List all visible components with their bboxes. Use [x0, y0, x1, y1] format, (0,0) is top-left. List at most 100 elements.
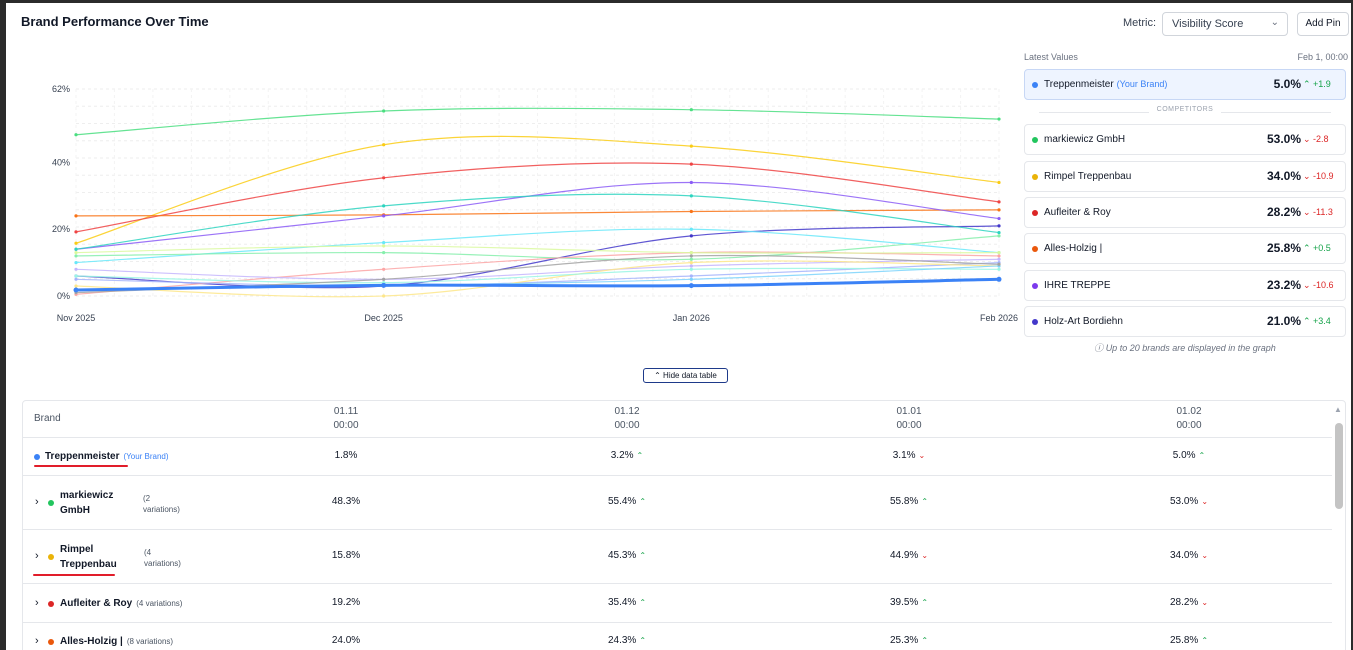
- data-point[interactable]: [689, 250, 693, 255]
- table-row[interactable]: › Aufleiter & Roy (4 variations) 19.2% 35…: [23, 584, 1332, 623]
- data-point[interactable]: [73, 287, 79, 293]
- data-point[interactable]: [74, 241, 78, 245]
- data-point[interactable]: [997, 208, 1001, 212]
- series-line[interactable]: [75, 260, 1000, 298]
- trend-up-icon: ⌃: [639, 551, 647, 560]
- data-point[interactable]: [382, 204, 386, 208]
- data-point[interactable]: [74, 230, 78, 234]
- data-point[interactable]: [689, 209, 693, 214]
- row-brand-name: Treppenmeister: [45, 451, 120, 462]
- data-point[interactable]: [381, 282, 387, 288]
- data-point[interactable]: [382, 267, 386, 271]
- expand-chevron-icon[interactable]: ›: [35, 496, 39, 508]
- data-point[interactable]: [382, 250, 386, 255]
- latest-row-competitor[interactable]: markiewicz GmbH 53.0% ⌄ -2.8: [1024, 124, 1346, 155]
- add-pin-button[interactable]: Add Pin: [1297, 12, 1349, 36]
- series-line[interactable]: [75, 267, 1000, 284]
- data-point[interactable]: [997, 224, 1001, 228]
- data-point[interactable]: [382, 294, 386, 298]
- latest-row-competitor[interactable]: IHRE TREPPE 23.2% ⌄ -10.6: [1024, 270, 1346, 301]
- row-brand-name: Alles-Holzig |: [60, 636, 123, 647]
- data-point[interactable]: [997, 250, 1001, 255]
- data-point[interactable]: [689, 254, 693, 258]
- data-point[interactable]: [382, 176, 386, 180]
- data-point[interactable]: [997, 230, 1001, 235]
- data-point[interactable]: [382, 143, 386, 147]
- series-line[interactable]: [75, 225, 1000, 289]
- expand-chevron-icon[interactable]: ›: [35, 550, 39, 562]
- data-point[interactable]: [689, 267, 693, 271]
- expand-chevron-icon[interactable]: ›: [35, 635, 39, 647]
- latest-row-delta-value: +1.9: [1313, 79, 1331, 89]
- line-chart: 62% 40% 20% 0% Nov 2025 Dec 2025 Jan 2026 Feb 2…: [52, 84, 1018, 323]
- data-point[interactable]: [689, 162, 693, 166]
- data-point[interactable]: [689, 194, 693, 198]
- table-row[interactable]: › Alles-Holzig | (8 variations) 24.0% 24.…: [23, 623, 1332, 650]
- data-point[interactable]: [382, 240, 386, 245]
- table-cell-value: 28.2%: [1169, 597, 1199, 608]
- data-point[interactable]: [689, 180, 693, 185]
- data-point[interactable]: [74, 261, 78, 265]
- series-line[interactable]: [75, 209, 1000, 217]
- data-point[interactable]: [74, 274, 78, 278]
- data-point[interactable]: [689, 227, 693, 231]
- latest-row-delta: ⌃ +1.9: [1303, 79, 1339, 90]
- data-point[interactable]: [689, 264, 693, 268]
- series-line[interactable]: [75, 107, 1000, 136]
- data-point[interactable]: [74, 267, 78, 271]
- data-point[interactable]: [689, 274, 693, 278]
- data-point[interactable]: [688, 283, 694, 289]
- data-point[interactable]: [689, 261, 693, 265]
- data-point[interactable]: [689, 257, 693, 261]
- data-point[interactable]: [997, 234, 1001, 238]
- data-point[interactable]: [74, 214, 78, 218]
- latest-row-competitor[interactable]: Alles-Holzig | 25.8% ⌃ +0.5: [1024, 233, 1346, 264]
- data-point[interactable]: [997, 257, 1001, 261]
- latest-row-name: Treppenmeister: [1044, 79, 1114, 90]
- latest-row-competitor[interactable]: Rimpel Treppenbau 34.0% ⌄ -10.9: [1024, 161, 1346, 192]
- series-line[interactable]: [75, 277, 1000, 292]
- expand-chevron-icon[interactable]: ›: [35, 597, 39, 609]
- data-point[interactable]: [74, 277, 78, 281]
- metric-select[interactable]: Visibility Score ⌄: [1162, 12, 1288, 36]
- data-point[interactable]: [997, 180, 1001, 185]
- data-point[interactable]: [74, 133, 78, 137]
- series-line[interactable]: [75, 135, 1000, 244]
- scrollbar-thumb[interactable]: [1335, 423, 1343, 509]
- data-point[interactable]: [382, 109, 386, 113]
- table-row[interactable]: › markiewicz GmbH (2 variations) 48.3% 55.…: [23, 476, 1332, 530]
- series-line[interactable]: [75, 181, 1000, 250]
- scroll-up-icon[interactable]: ▲: [1334, 405, 1342, 414]
- data-point[interactable]: [689, 108, 693, 112]
- data-point[interactable]: [74, 250, 78, 255]
- trend-up-icon: ⌃: [1198, 451, 1206, 460]
- latest-row-competitor[interactable]: Aufleiter & Roy 28.2% ⌄ -11.3: [1024, 197, 1346, 228]
- data-point[interactable]: [997, 262, 1001, 266]
- data-point[interactable]: [997, 254, 1001, 258]
- hide-data-table-button[interactable]: ⌃ Hide data table: [643, 368, 728, 383]
- data-point[interactable]: [382, 214, 386, 218]
- table-row[interactable]: › Rimpel Treppenbau (4 variations) 15.8% 4…: [23, 530, 1332, 584]
- data-point[interactable]: [997, 200, 1001, 204]
- data-point[interactable]: [689, 234, 693, 238]
- table-row-own-brand[interactable]: Treppenmeister (Your Brand) 1.8% 3.2% ⌃ 3.…: [23, 438, 1332, 476]
- latest-row-competitor[interactable]: Holz-Art Bordiehn 21.0% ⌃ +3.4: [1024, 306, 1346, 337]
- series-line[interactable]: [75, 235, 1000, 261]
- data-point[interactable]: [382, 244, 386, 248]
- data-point[interactable]: [997, 267, 1001, 271]
- series-line[interactable]: [75, 245, 1000, 254]
- data-point[interactable]: [689, 277, 693, 281]
- series-line[interactable]: [75, 193, 1000, 250]
- data-point[interactable]: [74, 247, 78, 251]
- data-point[interactable]: [997, 117, 1001, 121]
- data-point[interactable]: [997, 216, 1001, 221]
- data-point[interactable]: [74, 254, 78, 258]
- data-point[interactable]: [996, 276, 1002, 282]
- latest-row-own-brand[interactable]: Treppenmeister (Your Brand) 5.0% ⌃ +1.9: [1024, 69, 1346, 100]
- data-point[interactable]: [382, 277, 386, 281]
- data-point[interactable]: [74, 284, 78, 288]
- trend-down-icon: ⌄: [1303, 207, 1314, 217]
- series-line[interactable]: [75, 162, 1000, 233]
- table-scrollbar[interactable]: ▲: [1334, 403, 1344, 650]
- data-point[interactable]: [689, 144, 693, 148]
